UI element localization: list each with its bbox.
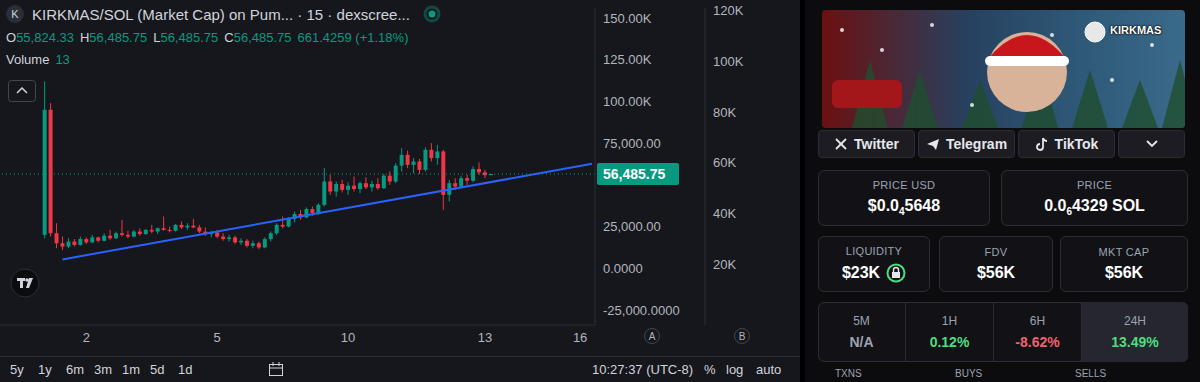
html-text:$23K: $23K bbox=[841, 264, 881, 281]
svg-text:80K: 80K bbox=[713, 105, 736, 120]
html-text:10:27:37 (UTC-8): 10:27:37 (UTC-8) bbox=[592, 362, 694, 377]
html-text:N/A: N/A bbox=[849, 334, 874, 350]
html-text:KIRKMAS: KIRKMAS bbox=[1110, 24, 1162, 36]
html-text:SELLS: SELLS bbox=[1075, 368, 1107, 379]
html-text:H 56,485.75 L 56,485.75 C 56,4: H 56,485.75 L 56,485.75 C 56,485.75 661.… bbox=[80, 30, 409, 45]
html-text:-8.62%: -8.62% bbox=[1015, 334, 1060, 350]
html-text:0.12%: 0.12% bbox=[929, 334, 970, 350]
svg-text:150.00K: 150.00K bbox=[603, 11, 652, 26]
html-text:LIQUIDITY: LIQUIDITY bbox=[845, 245, 903, 257]
html-text:Telegram: Telegram bbox=[945, 136, 1008, 152]
svg-text:100.00K: 100.00K bbox=[603, 94, 652, 109]
html-text:PRICE: PRICE bbox=[1076, 178, 1113, 191]
html-text:log: log bbox=[726, 362, 744, 377]
svg-text:13: 13 bbox=[478, 330, 492, 345]
html-text:13.49%: 13.49% bbox=[1111, 334, 1159, 350]
html-text:TXNS: TXNS bbox=[835, 368, 862, 379]
html-text:auto: auto bbox=[756, 362, 782, 377]
html-text:0.0: 0.0 bbox=[1044, 196, 1067, 214]
html-text:K: K bbox=[11, 8, 19, 20]
svg-text:125.00K: 125.00K bbox=[603, 52, 652, 67]
html-text:1d: 1d bbox=[178, 362, 193, 377]
svg-text:16: 16 bbox=[573, 330, 587, 345]
html-text:BUYS: BUYS bbox=[955, 368, 983, 379]
html-text:PRICE USD: PRICE USD bbox=[872, 178, 936, 191]
html-text:5y: 5y bbox=[10, 362, 24, 377]
html-text:KIRKMAS/SOL (Market Cap) on Pu: KIRKMAS/SOL (Market Cap) on Pum... · 15 … bbox=[32, 5, 410, 23]
html-text:24H: 24H bbox=[1124, 314, 1146, 328]
html-text:$56K: $56K bbox=[1104, 264, 1144, 281]
html-text:$0.0: $0.0 bbox=[867, 196, 899, 214]
svg-text:60K: 60K bbox=[713, 155, 736, 170]
html-text:4: 4 bbox=[899, 206, 905, 218]
html-text:4329 SOL: 4329 SOL bbox=[1071, 196, 1145, 214]
html-text:B: B bbox=[738, 330, 746, 342]
html-text:$56K: $56K bbox=[976, 264, 1016, 281]
html-text:6H: 6H bbox=[1029, 314, 1046, 328]
svg-text:100K: 100K bbox=[713, 54, 744, 69]
svg-text:2: 2 bbox=[83, 330, 90, 345]
html-text:1m: 1m bbox=[122, 362, 141, 377]
html-text:MKT CAP: MKT CAP bbox=[1098, 246, 1150, 258]
html-text:1H: 1H bbox=[941, 314, 958, 328]
svg-text:0.0000: 0.0000 bbox=[603, 261, 643, 276]
html-text:Twitter: Twitter bbox=[854, 136, 899, 152]
html-text:1y: 1y bbox=[38, 362, 52, 377]
svg-text:10: 10 bbox=[341, 330, 355, 345]
html-text:FDV: FDV bbox=[984, 246, 1008, 258]
html-text:5648: 5648 bbox=[904, 196, 941, 214]
svg-text:40K: 40K bbox=[713, 206, 736, 221]
html-text:TikTok: TikTok bbox=[1054, 136, 1099, 152]
html-text:3m: 3m bbox=[94, 362, 113, 377]
html-text:5d: 5d bbox=[150, 362, 165, 377]
svg-text:75,000.00: 75,000.00 bbox=[603, 136, 661, 151]
html-text:O 55,824.33: O 55,824.33 bbox=[6, 30, 74, 45]
svg-text:25,000.00: 25,000.00 bbox=[603, 219, 661, 234]
svg-text:5: 5 bbox=[214, 330, 221, 345]
svg-text:56,485.75: 56,485.75 bbox=[603, 166, 665, 182]
html-text:6m: 6m bbox=[66, 362, 85, 377]
html-text:A: A bbox=[648, 330, 656, 342]
html-text:6: 6 bbox=[1066, 206, 1072, 218]
svg-text:120K: 120K bbox=[713, 3, 744, 18]
svg-text:-25,000.0000: -25,000.0000 bbox=[603, 303, 680, 318]
svg-text:20K: 20K bbox=[713, 257, 736, 272]
html-text:5M: 5M bbox=[853, 314, 870, 328]
html-text:Volume 13: Volume 13 bbox=[6, 52, 70, 67]
